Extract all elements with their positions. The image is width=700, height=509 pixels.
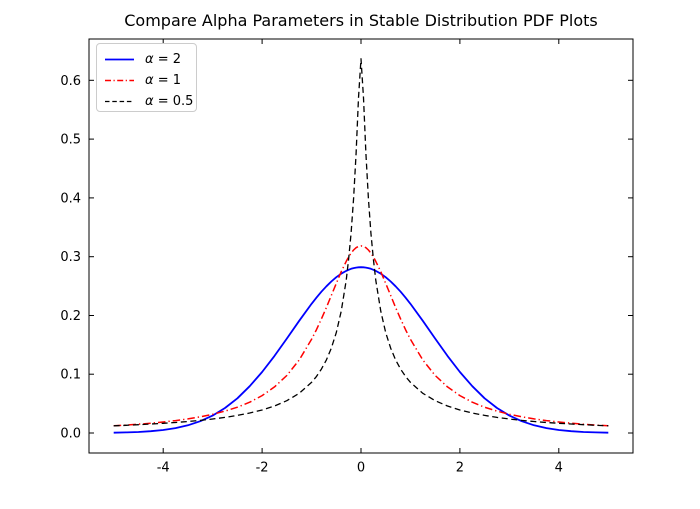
legend-line-sample-alpha-1 [105,79,134,82]
x-tick-label: 0 [357,461,365,476]
legend-item-alpha-2: α = 2 [104,49,196,70]
legend-label-alpha-1: α = 1 [145,73,182,88]
legend-label-alpha-05: α = 0.5 [145,94,194,109]
curve-0.5 [113,58,609,427]
x-tick-label: -4 [157,461,170,476]
legend-line-sample-alpha-2 [105,58,134,61]
legend-line-sample-alpha-05 [105,100,134,103]
y-tick-label: 0.1 [60,368,81,383]
legend-label-alpha-2: α = 2 [145,52,182,67]
y-tick-label: 0.5 [60,133,81,148]
y-tick-label: 0.6 [60,74,81,89]
y-tick-label: 0.4 [60,191,81,206]
chart-title: Compare Alpha Parameters in Stable Distr… [124,11,598,30]
y-tick-label: 0.2 [60,309,81,324]
x-tick-label: 2 [456,461,464,476]
legend: α = 2 α = 1 α = 0.5 [96,43,197,112]
y-tick-label: 0.0 [60,427,81,442]
x-tick-label: -2 [256,461,269,476]
legend-item-alpha-05: α = 0.5 [104,91,196,112]
curve-1 [113,245,609,427]
curve-2 [113,266,609,434]
x-tick-label: 4 [555,461,563,476]
legend-item-alpha-1: α = 1 [104,70,196,91]
y-tick-label: 0.3 [60,250,81,265]
